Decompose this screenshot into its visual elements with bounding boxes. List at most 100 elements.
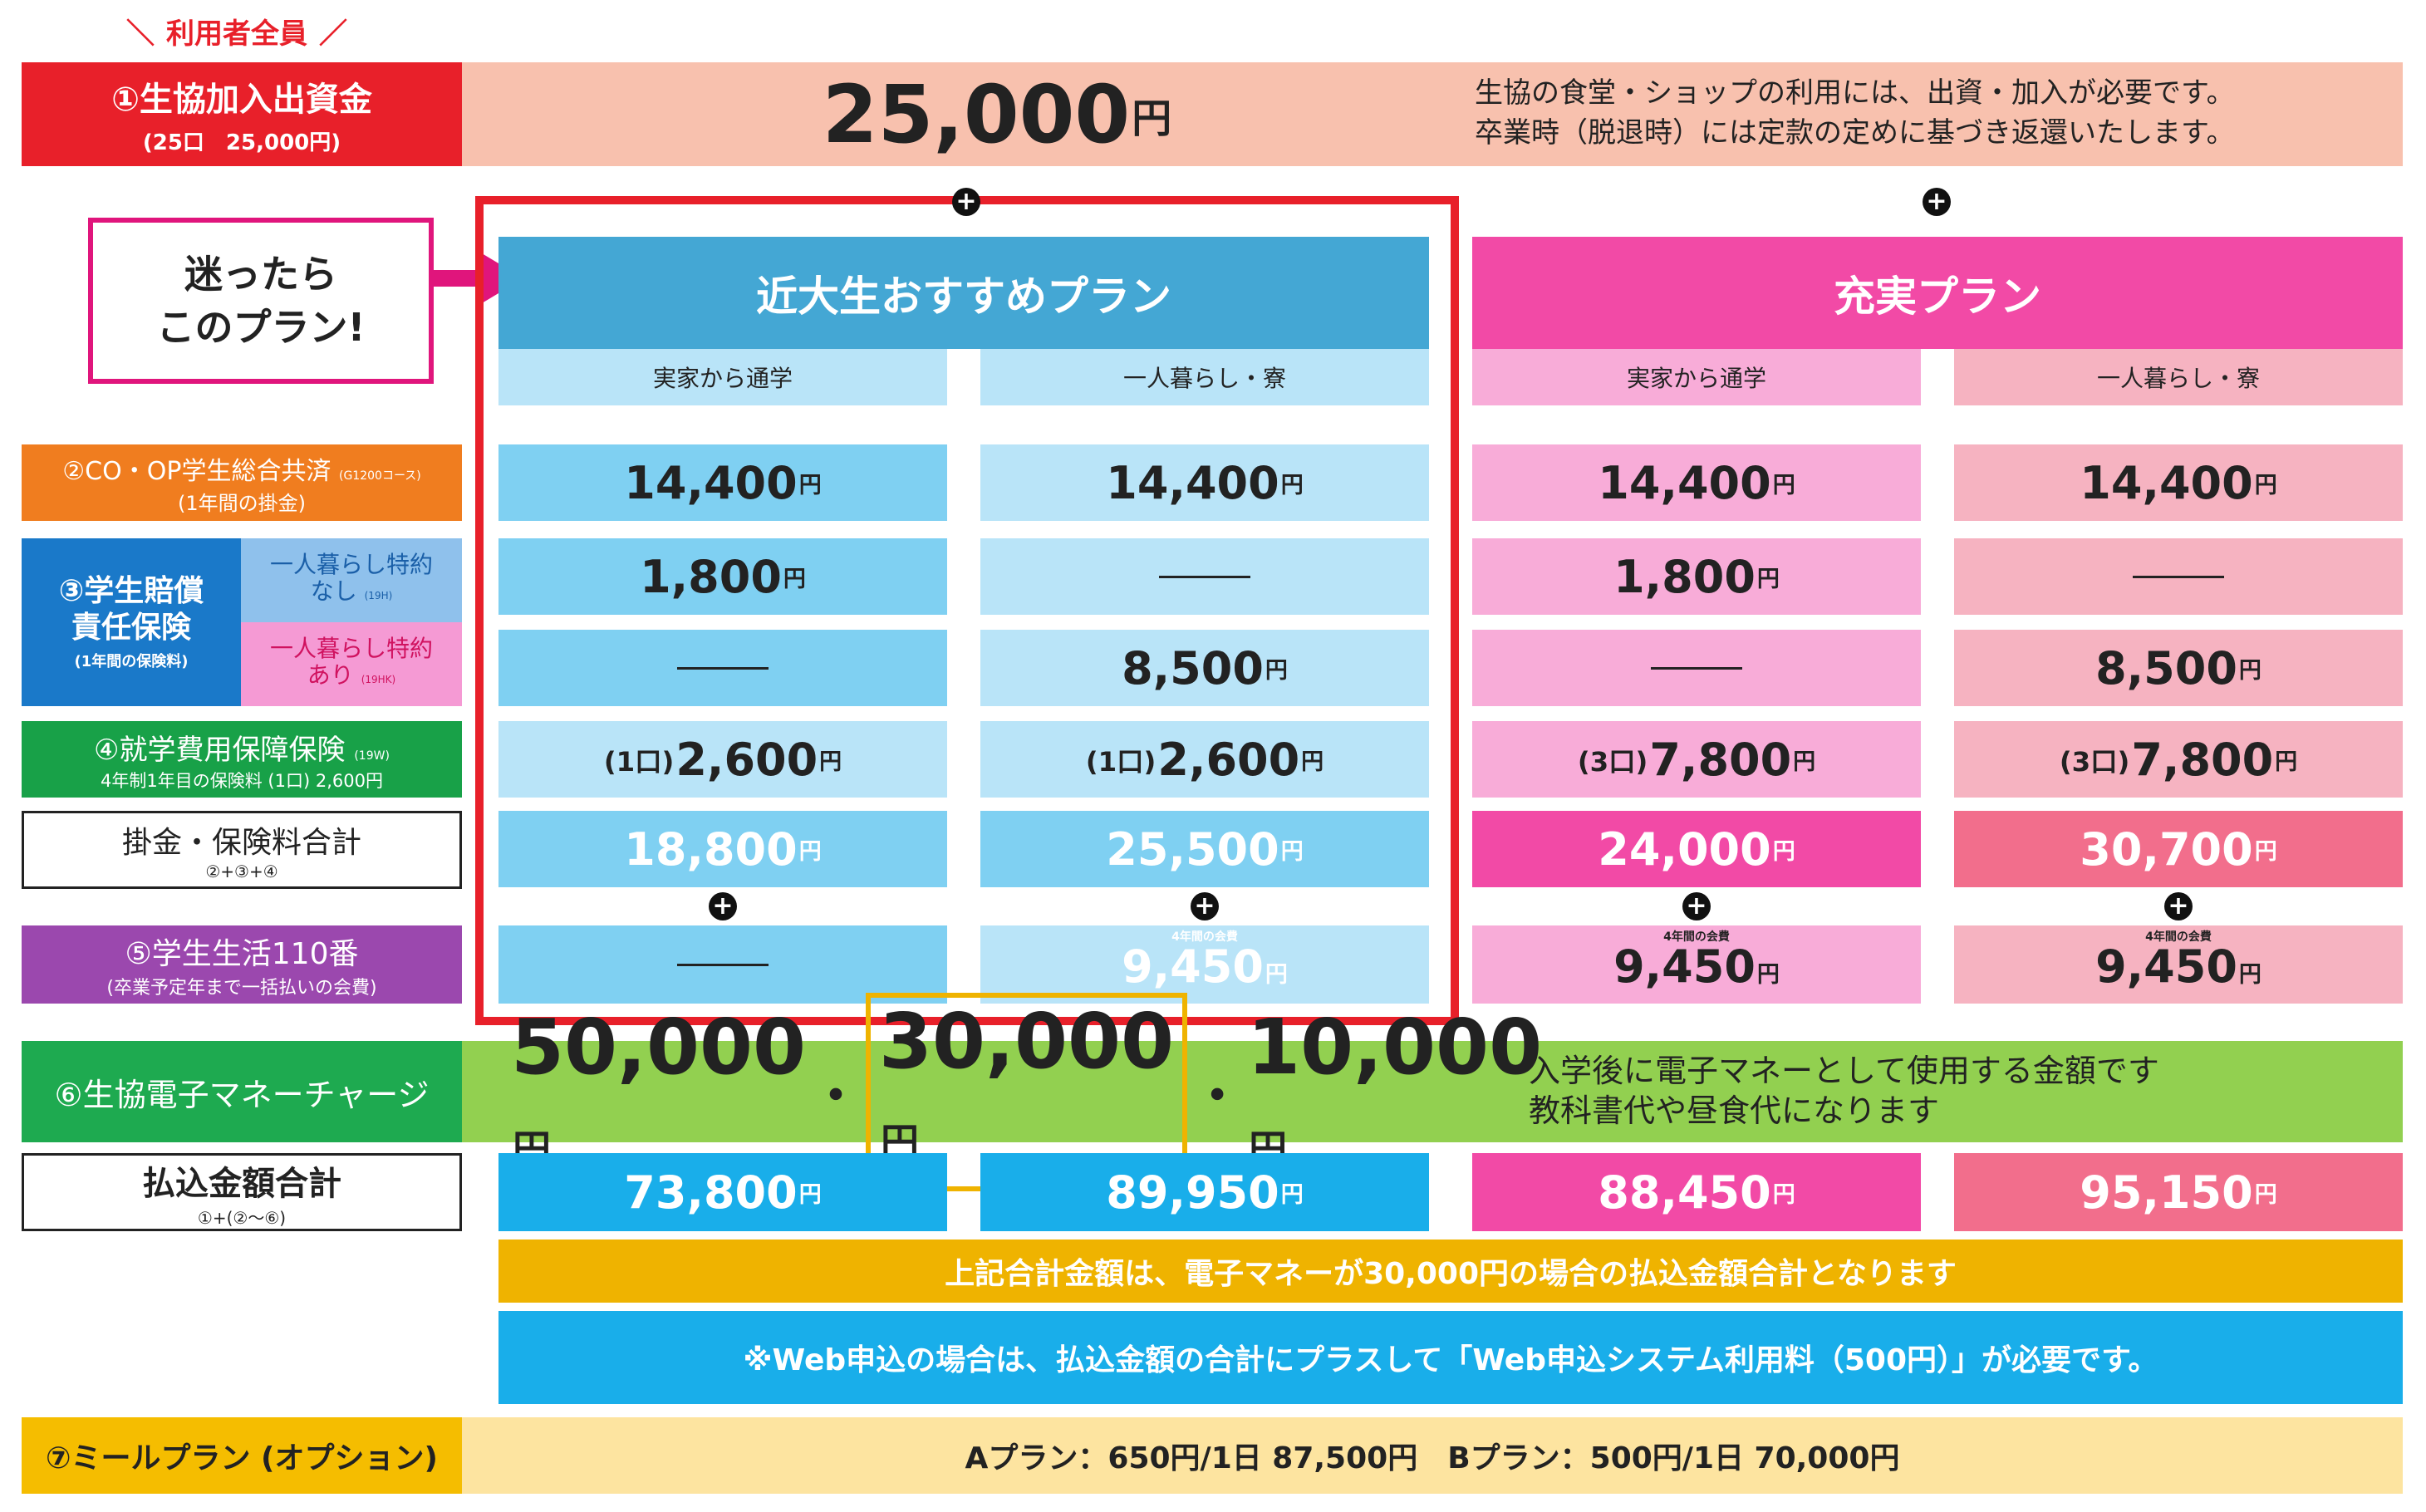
emoney-opt2-value: 30,000: [879, 996, 1175, 1086]
kyosai-sub: (1年間の掛金): [178, 491, 306, 515]
premium-total-cell: 25,500 円: [980, 811, 1429, 887]
baisho-label: ③学生賠償 責任保険 (1年間の保険料): [22, 538, 241, 706]
baisho-nashi-cell: 1,800 円: [1472, 538, 1921, 615]
yen-unit: 円: [798, 1181, 822, 1208]
yen-unit: 円: [2275, 749, 2298, 775]
membership-fee-sub: (25口 25,000円): [142, 130, 341, 155]
payment-total-label: 払込金額合計 ①+(②〜⑥): [22, 1153, 462, 1231]
baisho-sub: (1年間の保険料): [74, 653, 189, 670]
baisho-nashi-value: 1,800: [640, 550, 782, 603]
yen-unit: 円: [1772, 1181, 1795, 1208]
kyosai-title: ②CO・OP学生総合共済: [62, 456, 331, 486]
yen-unit: 円: [798, 838, 822, 865]
emoney-desc: 入学後に電子マネーとして使用する金額です 教科書代や昼食代になります: [1529, 1051, 2393, 1134]
not-applicable-dash: [1159, 575, 1250, 578]
callout-line1: 迷ったら: [184, 252, 337, 297]
shugaku-value: 7,800: [1649, 733, 1792, 786]
prem-col-b-header: 一人暮らし・寮: [1954, 349, 2403, 405]
yen-unit: 円: [2254, 1181, 2277, 1208]
emoney-option-50000[interactable]: 50,000円: [511, 1003, 806, 1181]
plus-icon: +: [952, 188, 980, 216]
baisho-ari-cell: [498, 630, 947, 706]
premium-total-cell: 18,800 円: [498, 811, 947, 887]
yen-unit: 円: [1280, 838, 1304, 865]
life110-cell: 4年間の会費 9,450円: [980, 925, 1429, 1004]
baisho-opt1-line1: 一人暮らし特約: [269, 551, 433, 578]
baisho-nashi-value: 1,800: [1613, 550, 1756, 603]
yen-unit: 円: [1301, 749, 1324, 775]
not-applicable-dash: [2133, 575, 2224, 578]
membership-desc-line2: 卒業時（脱退時）には定款の定めに基づき返還いたします。: [1475, 116, 2235, 150]
life110-amount: 9,450円: [2095, 944, 2261, 999]
not-applicable-dash: [677, 666, 769, 670]
shugaku-units: (3口): [2059, 745, 2130, 778]
emoney-desc-line1: 入学後に電子マネーとして使用する金額です: [1529, 1053, 2159, 1089]
baisho-nashi-cell: 1,800 円: [498, 538, 947, 615]
premium-total-title: 掛金・保険料合計: [121, 826, 361, 860]
premium-plan-header: 充実プラン: [1472, 237, 2403, 349]
baisho-ari-cell: 8,500 円: [980, 630, 1429, 706]
note-emoney-basis-text: 上記合計金額は、電子マネーが30,000円の場合の払込金額合計となります: [945, 1257, 1957, 1291]
baisho-opt1-line2: なし: [310, 577, 357, 605]
plus-icon: +: [1682, 892, 1711, 920]
yen-unit: 円: [2238, 962, 2261, 988]
shugaku-units: (3口): [1577, 745, 1648, 778]
emoney-band: [462, 1041, 2403, 1142]
membership-fee-band: [462, 62, 2403, 166]
payment-total-cell: 88,450 円: [1472, 1153, 1921, 1231]
premium-total-label: 掛金・保険料合計 ②+③+④: [22, 811, 462, 889]
life110-note: 4年間の会費: [2145, 930, 2212, 944]
not-applicable-dash: [677, 963, 769, 966]
yen-unit: 円: [1280, 472, 1304, 498]
prem-col-b-label: 一人暮らし・寮: [2096, 365, 2260, 392]
shugaku-code: (19W): [354, 749, 390, 763]
emoney-label: ⑥生協電子マネーチャージ: [22, 1041, 462, 1142]
callout-box: 迷ったら このプラン!: [88, 218, 434, 384]
emoney-option-10000[interactable]: 10,000円: [1247, 1003, 1542, 1181]
yen-unit: 円: [819, 749, 842, 775]
premium-total-value: 25,500: [1106, 822, 1279, 876]
baisho-nashi-cell: [980, 538, 1429, 615]
baisho-opt1-code: (19H): [364, 590, 393, 601]
payment-total-cell: 89,950 円: [980, 1153, 1429, 1231]
shugaku-cell: (3口) 7,800 円: [1472, 721, 1921, 798]
life110-title: ⑤学生生活110番: [125, 937, 359, 971]
baisho-ari-cell: [1472, 630, 1921, 706]
life110-cell: [498, 925, 947, 1004]
payment-total-value: 89,950: [1106, 1166, 1279, 1219]
kyosai-title-line: ②CO・OP学生総合共済 (G1200コース): [62, 450, 420, 487]
emoney-opt3-value: 10,000: [1247, 1003, 1543, 1092]
baisho-option-nashi: 一人暮らし特約 なし (19H): [241, 538, 462, 622]
baisho-main-line1: ③学生賠償: [58, 574, 204, 608]
payment-total-value: 88,450: [1598, 1166, 1771, 1219]
shugaku-value: 2,600: [675, 733, 818, 786]
kyosai-label: ②CO・OP学生総合共済 (G1200コース) (1年間の掛金): [22, 444, 462, 521]
yen-unit: 円: [2254, 838, 2277, 865]
yen-unit: 円: [1772, 472, 1795, 498]
yen-unit: 円: [1265, 657, 1288, 684]
prem-col-a-label: 実家から通学: [1626, 365, 1766, 392]
emoney-opt1-value: 50,000: [511, 1003, 807, 1092]
life110-cell: 4年間の会費 9,450円: [1954, 925, 2403, 1004]
membership-fee-label: ①生協加入出資金 (25口 25,000円): [22, 62, 462, 166]
life110-amount: 9,450円: [1613, 944, 1780, 999]
emoney-title: ⑥生協電子マネーチャージ: [54, 1076, 430, 1113]
baisho-opt2-line2: あり: [307, 661, 354, 689]
payment-total-title: 払込金額合計: [142, 1164, 341, 1203]
plus-icon: +: [709, 892, 737, 920]
life110-note: 4年間の会費: [1663, 930, 1730, 944]
baisho-option-ari: 一人暮らし特約 あり (19HK): [241, 622, 462, 706]
baisho-ari-value: 8,500: [1122, 641, 1264, 695]
emoney-separator: ・: [811, 1067, 862, 1126]
life110-sub: (卒業予定年まで一括払いの会費): [106, 978, 377, 999]
payment-total-value: 73,800: [624, 1166, 798, 1219]
yen-unit: 円: [1265, 962, 1288, 988]
kyosai-code: (G1200コース): [339, 469, 421, 483]
baisho-ari-cell: 8,500 円: [1954, 630, 2403, 706]
life110-value: 9,450: [2095, 940, 2237, 993]
emoney-option-30000-selected[interactable]: 30,000円: [866, 992, 1188, 1191]
membership-desc-line1: 生協の食堂・ショップの利用には、出資・加入が必要です。: [1475, 76, 2235, 110]
shugaku-value: 2,600: [1157, 733, 1300, 786]
membership-fee-amount: 25,000 円: [748, 62, 1246, 166]
kyosai-value: 14,400: [1106, 456, 1279, 509]
